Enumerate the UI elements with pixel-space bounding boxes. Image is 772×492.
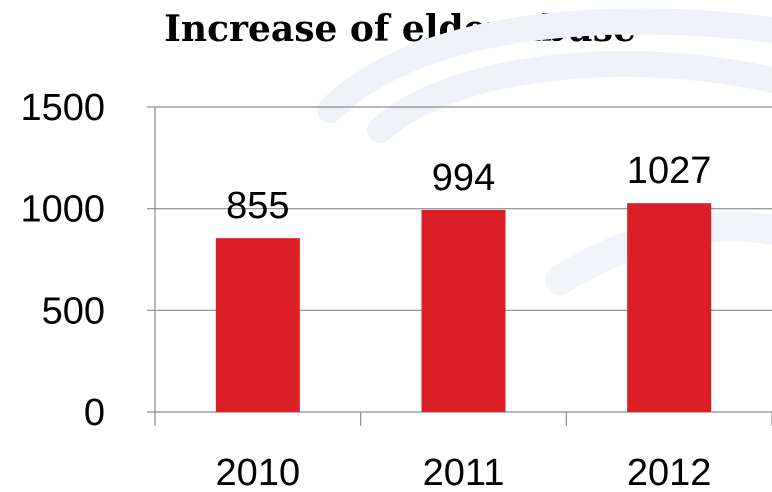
bar-2011 — [421, 209, 506, 412]
bars — [215, 203, 712, 412]
bar-2012 — [627, 203, 712, 412]
data-label: 1027 — [627, 150, 712, 192]
y-tick-label: 1000 — [20, 189, 105, 231]
labels: 0 500 1000 1500 2010 2011 2012 855 994 1027 — [20, 87, 711, 492]
y-tick-label: 500 — [42, 290, 105, 332]
x-tick-label: 2012 — [627, 452, 712, 492]
y-tick-label: 0 — [84, 392, 105, 434]
data-label: 994 — [432, 157, 495, 199]
y-tick-label: 1500 — [20, 87, 105, 129]
background-swirl-stroke — [317, 8, 772, 143]
data-label: 855 — [226, 185, 289, 227]
x-tick-label: 2011 — [423, 452, 505, 492]
bar-2010 — [215, 238, 300, 412]
x-tick-label: 2010 — [216, 452, 301, 492]
